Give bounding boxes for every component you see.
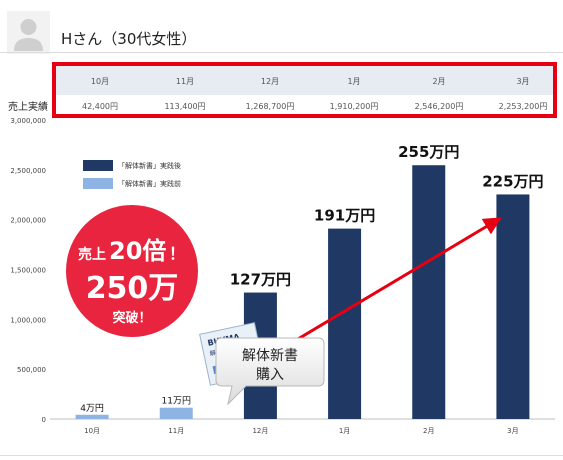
- legend-label-after: 「解体新書」実践後: [118, 161, 181, 170]
- y-tick-label: 1,000,000: [10, 316, 46, 324]
- badge-amount: 250万: [86, 271, 179, 306]
- month-header: 10月: [90, 77, 110, 86]
- callout-line1: 解体新書: [242, 348, 298, 364]
- row-label: 売上実績: [8, 102, 48, 113]
- user-silhouette-icon: [14, 19, 43, 51]
- sales-value: 113,400円: [164, 102, 206, 111]
- sales-table: 10月 11月 12月 1月 2月 3月 42,400円 113,400円 1,…: [52, 62, 557, 118]
- data-labels: 4万円 11万円 127万円 191万円 255万円 225万円: [80, 143, 543, 414]
- data-label: 191万円: [314, 207, 375, 225]
- table-header-row: 10月 11月 12月 1月 2月 3月: [56, 66, 553, 95]
- callout-line2: 購入: [256, 367, 284, 383]
- legend-swatch-before: [83, 178, 113, 189]
- y-tick-label: 3,000,000: [10, 117, 46, 125]
- month-header: 3月: [516, 77, 530, 86]
- sales-value: 2,546,200円: [414, 102, 464, 111]
- achievement-badge: 売上 20倍 ！ 250万 突破！: [66, 205, 198, 337]
- avatar: [7, 11, 50, 54]
- bar: [75, 414, 109, 419]
- y-tick-label: 2,500,000: [10, 167, 46, 175]
- person-title: Hさん（30代女性）: [61, 30, 197, 48]
- data-label: 127万円: [230, 271, 291, 289]
- y-tick-label: 2,000,000: [10, 217, 46, 225]
- y-tick-label: 500,000: [17, 366, 46, 374]
- data-label: 4万円: [80, 403, 104, 414]
- x-tick-label: 10月: [84, 427, 100, 435]
- bar: [159, 407, 193, 419]
- y-tick-label: 0: [42, 416, 46, 424]
- badge-breakthrough: 突破！: [112, 310, 151, 326]
- purchase-callout: 解体新書 購入: [215, 337, 325, 406]
- sales-value: 2,253,200円: [498, 102, 548, 111]
- data-label: 11万円: [162, 396, 191, 407]
- month-header: 1月: [347, 77, 361, 86]
- badge-mark: ！: [169, 244, 185, 263]
- badge-circle: [66, 205, 198, 337]
- header-divider: [0, 52, 563, 53]
- bar: [328, 228, 362, 419]
- bar: [496, 194, 530, 419]
- x-tick-label: 3月: [507, 427, 518, 435]
- y-axis: 0 500,000 1,000,000 1,500,000 2,000,000 2,500…: [10, 117, 555, 424]
- x-tick-label: 11月: [168, 427, 184, 435]
- badge-multiplier: 20倍: [109, 237, 166, 265]
- table-value-row: 42,400円 113,400円 1,268,700円 1,910,200円 2…: [56, 95, 553, 114]
- x-axis-labels: 10月 11月 12月 1月 2月 3月: [84, 427, 519, 435]
- x-tick-label: 2月: [423, 427, 434, 435]
- sales-value: 42,400円: [82, 102, 118, 111]
- x-tick-label: 1月: [339, 427, 350, 435]
- legend-label-before: 「解体新書」実践前: [118, 179, 181, 188]
- sales-value: 1,910,200円: [329, 102, 379, 111]
- sales-value: 1,268,700円: [245, 102, 295, 111]
- data-label: 225万円: [482, 172, 543, 190]
- month-header: 11月: [175, 77, 195, 86]
- footer-divider: [0, 455, 563, 456]
- legend: 「解体新書」実践後 「解体新書」実践前: [83, 160, 181, 189]
- badge-prefix: 売上: [78, 246, 106, 263]
- month-header: 2月: [432, 77, 446, 86]
- legend-swatch-after: [83, 160, 113, 171]
- y-tick-label: 1,500,000: [10, 267, 46, 275]
- bar: [412, 165, 446, 419]
- data-label: 255万円: [398, 143, 459, 161]
- month-header: 12月: [260, 77, 280, 86]
- x-tick-label: 12月: [252, 427, 268, 435]
